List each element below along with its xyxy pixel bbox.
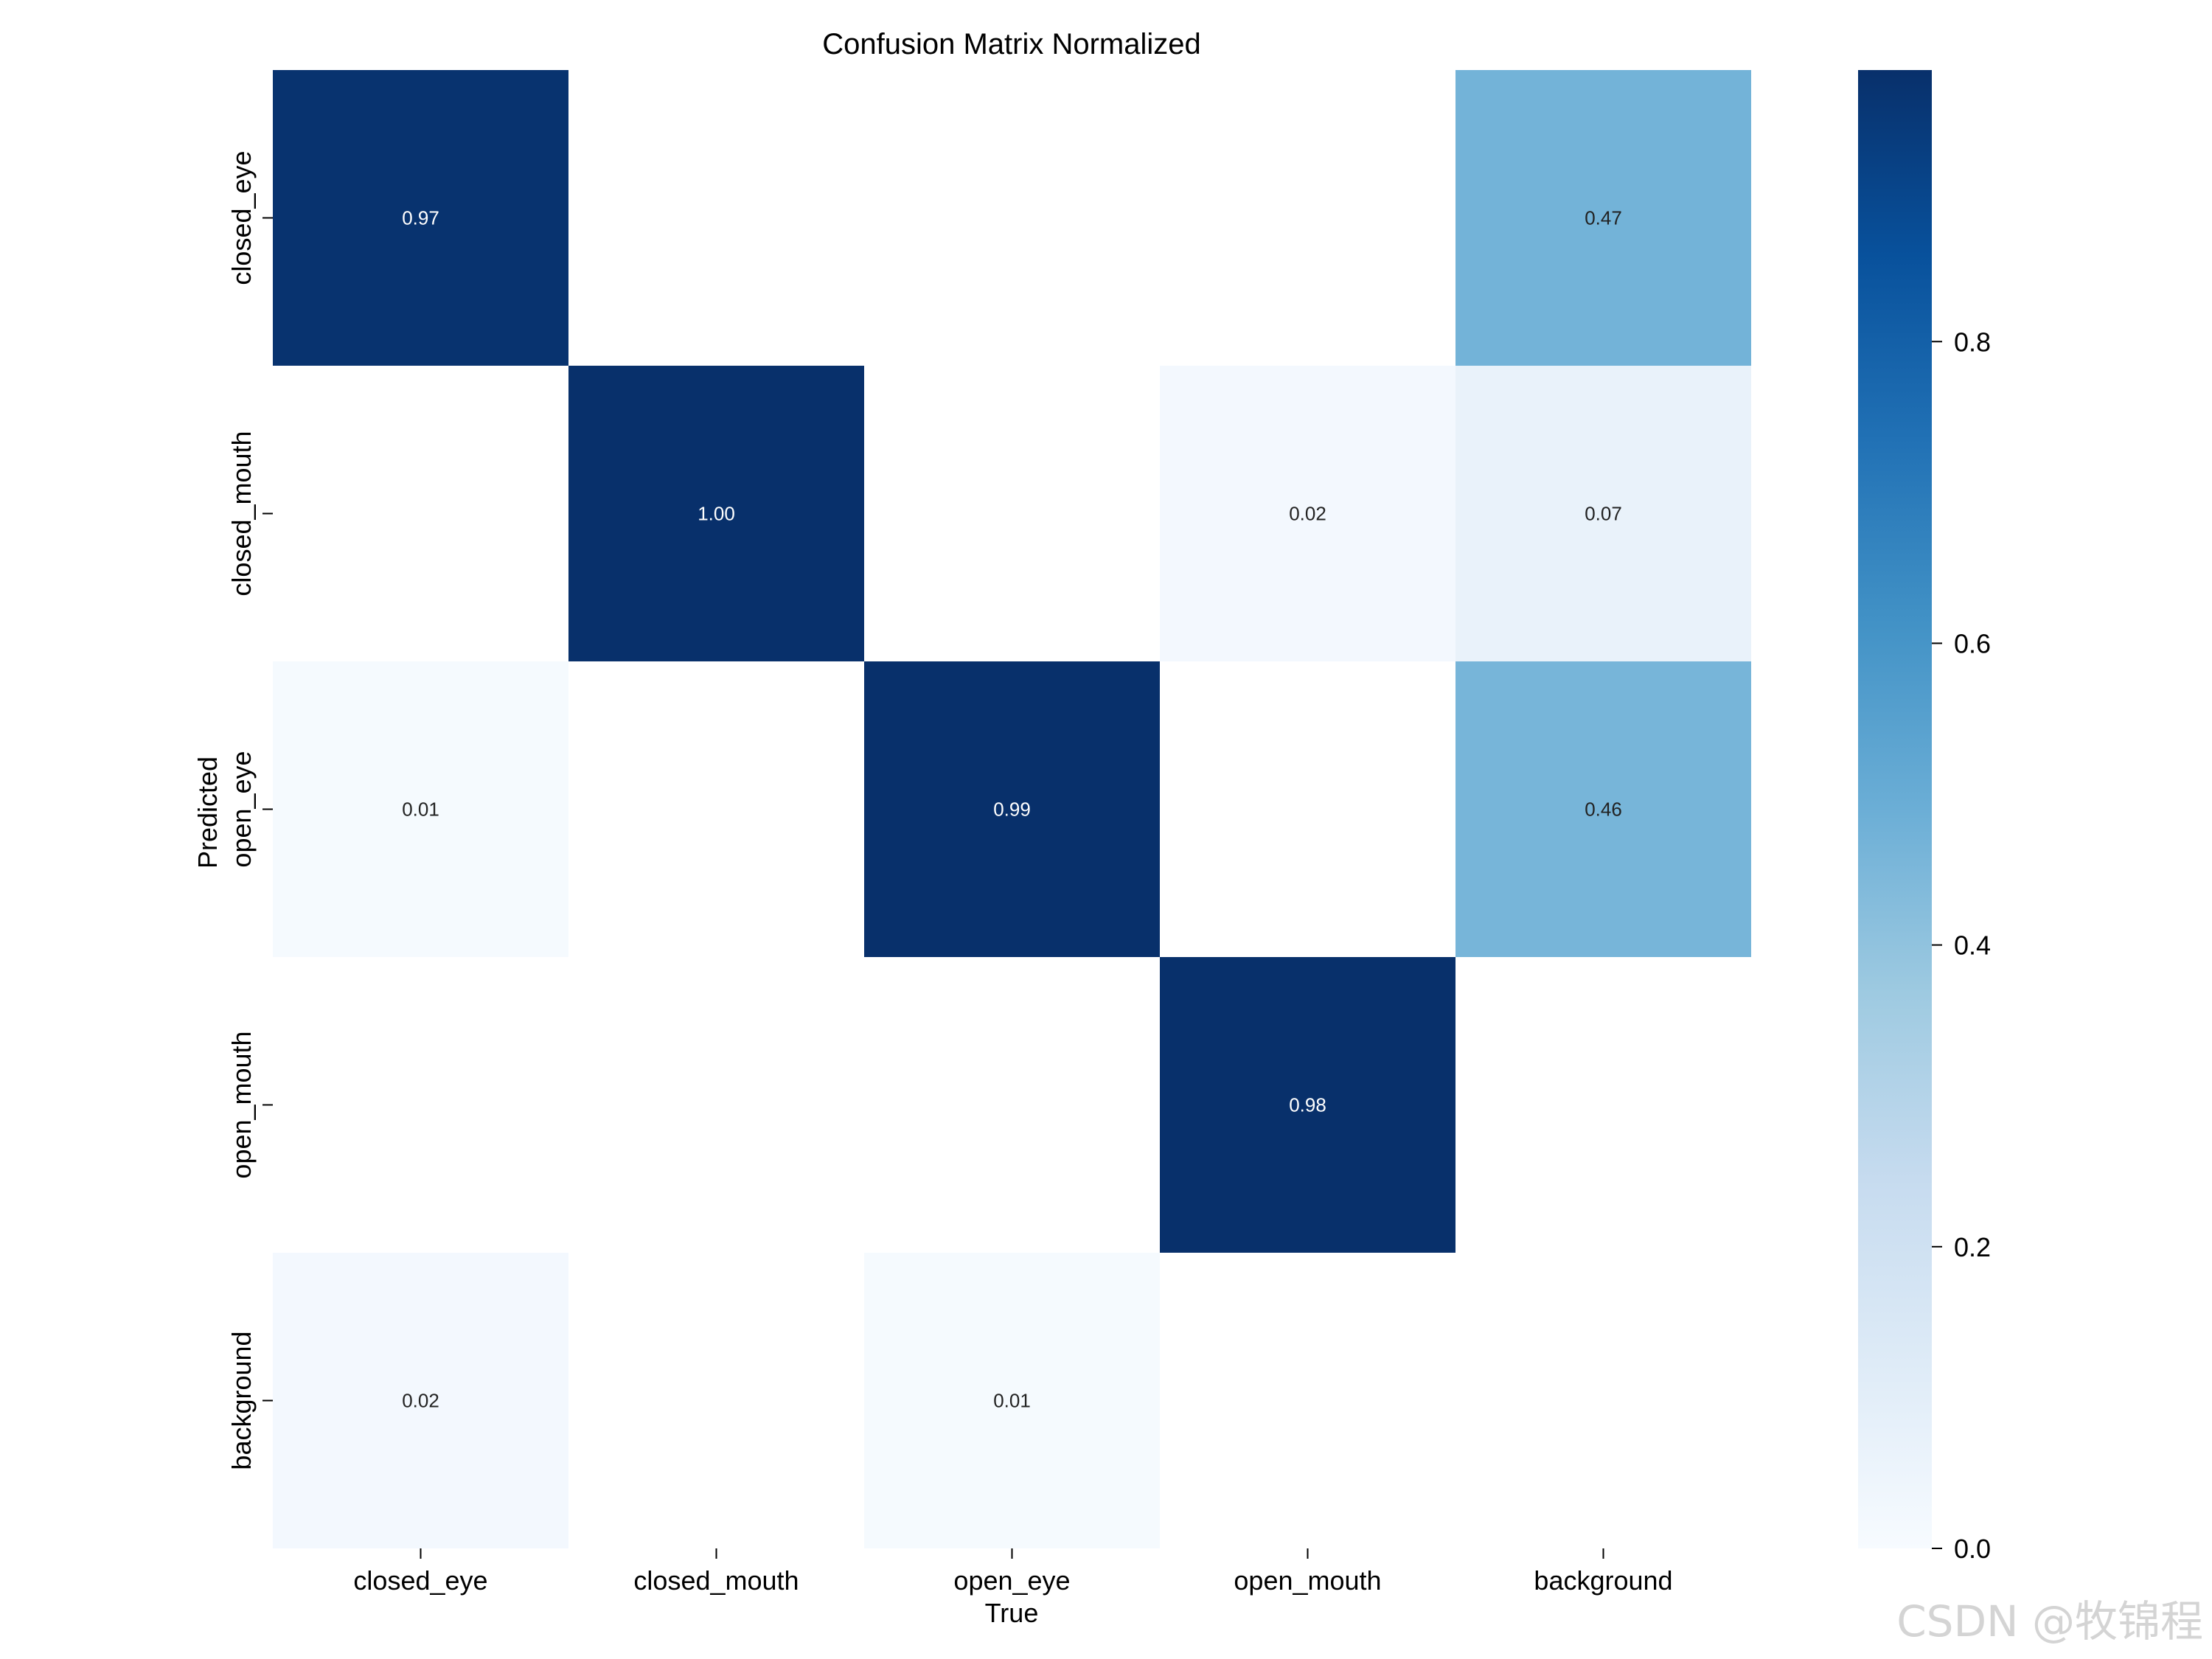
colorbar-tick-label: 0.8 [1954, 327, 1991, 357]
x-tick-label: open_mouth [1234, 1565, 1381, 1596]
colorbar-tick-label: 0.0 [1954, 1534, 1991, 1564]
y-axis-label: Predicted [192, 757, 223, 869]
y-tick-label: background [226, 1331, 257, 1470]
heatmap-cell [568, 366, 864, 661]
heatmap-cell [273, 70, 568, 366]
chart-title: Confusion Matrix Normalized [822, 28, 1201, 60]
watermark-text: CSDN @牧锦程 [1896, 1596, 2203, 1646]
y-tick-label: closed_eye [226, 150, 257, 285]
colorbar-tick-label: 0.2 [1954, 1232, 1991, 1262]
y-tick-label: open_eye [226, 751, 257, 867]
y-tick-label: closed_mouth [226, 431, 257, 596]
cell-value-label: 0.02 [1289, 503, 1326, 525]
heatmap-cell [273, 1253, 568, 1548]
x-tick-label: closed_mouth [633, 1565, 799, 1596]
cell-value-label: 0.98 [1289, 1094, 1326, 1116]
heatmap-cell [273, 661, 568, 957]
cell-value-label: 0.46 [1585, 799, 1622, 821]
cell-value-label: 0.01 [402, 799, 439, 821]
x-tick-label: closed_eye [353, 1565, 487, 1596]
colorbar-tick-label: 0.6 [1954, 628, 1991, 658]
cell-value-label: 0.01 [993, 1390, 1031, 1412]
cell-value-label: 0.07 [1585, 503, 1622, 525]
heatmap-cell [864, 1253, 1160, 1548]
y-axis-ticks: closed_eye closed_mouth open_eye open_mouth… [226, 150, 273, 1470]
heatmap-cell [1160, 957, 1455, 1253]
cell-value-label: 1.00 [698, 503, 735, 525]
cell-value-label: 0.02 [402, 1390, 439, 1412]
heatmap-cells: 0.97 0.47 1.00 0.02 0.07 0.01 0.99 0.46 0.98 0.02… [273, 70, 1751, 1548]
y-tick-label: open_mouth [226, 1031, 257, 1178]
heatmap-cell [1160, 366, 1455, 661]
heatmap-cell [1455, 366, 1751, 661]
x-axis-ticks: closed_eye closed_mouth open_eye open_mouth… [353, 1548, 1673, 1596]
colorbar-tick-label: 0.4 [1954, 931, 1991, 961]
x-tick-label: open_eye [953, 1565, 1070, 1596]
cell-value-label: 0.97 [402, 207, 439, 229]
cell-value-label: 0.47 [1585, 207, 1622, 229]
x-axis-label: True [985, 1598, 1039, 1628]
heatmap-cell [1455, 661, 1751, 957]
cell-value-label: 0.99 [993, 799, 1031, 821]
colorbar [1858, 70, 1932, 1548]
heatmap-cell [1455, 70, 1751, 366]
heatmap-cell [864, 661, 1160, 957]
colorbar-ticks: 0.0 0.2 0.4 0.6 0.8 [1932, 327, 1991, 1564]
x-tick-label: background [1534, 1565, 1672, 1596]
